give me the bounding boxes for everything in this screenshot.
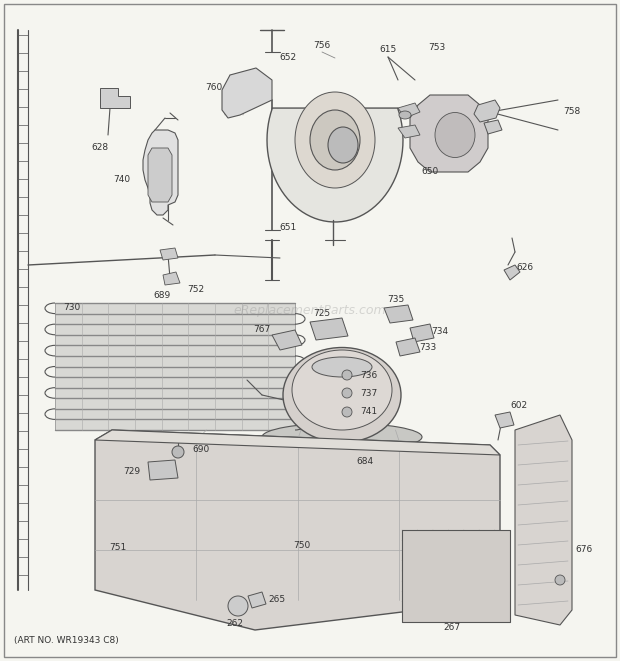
- Polygon shape: [410, 324, 434, 342]
- Text: 729: 729: [123, 467, 140, 477]
- Text: 689: 689: [153, 290, 170, 299]
- Circle shape: [342, 370, 352, 380]
- Polygon shape: [398, 103, 420, 118]
- Text: 740: 740: [113, 176, 131, 184]
- Ellipse shape: [295, 92, 375, 188]
- Bar: [55, 303, 295, 430]
- Circle shape: [172, 446, 184, 458]
- Text: 267: 267: [443, 623, 461, 633]
- Polygon shape: [384, 305, 413, 323]
- Polygon shape: [222, 68, 272, 118]
- Circle shape: [342, 388, 352, 398]
- Text: 262: 262: [226, 619, 244, 629]
- Polygon shape: [148, 460, 178, 480]
- Text: 676: 676: [575, 545, 592, 555]
- Text: 756: 756: [313, 42, 330, 50]
- Text: (ART NO. WR19343 C8): (ART NO. WR19343 C8): [14, 637, 119, 646]
- Text: 690: 690: [192, 446, 210, 455]
- Polygon shape: [148, 148, 172, 202]
- Ellipse shape: [435, 112, 475, 157]
- Text: 628: 628: [91, 143, 108, 153]
- Text: 733: 733: [419, 344, 436, 352]
- Polygon shape: [143, 130, 178, 215]
- Text: 752: 752: [187, 286, 205, 295]
- Ellipse shape: [283, 348, 401, 442]
- Bar: [402, 530, 510, 622]
- Text: 751: 751: [109, 543, 126, 553]
- Text: 615: 615: [379, 46, 397, 54]
- Polygon shape: [95, 430, 500, 455]
- Text: 602: 602: [510, 401, 527, 410]
- Text: 626: 626: [516, 264, 534, 272]
- Polygon shape: [484, 120, 502, 134]
- Circle shape: [555, 575, 565, 585]
- Ellipse shape: [292, 350, 392, 430]
- Text: 741: 741: [360, 407, 377, 416]
- Polygon shape: [474, 100, 500, 122]
- Ellipse shape: [328, 127, 358, 163]
- Polygon shape: [515, 415, 572, 625]
- Circle shape: [228, 596, 248, 616]
- Text: 265: 265: [268, 596, 285, 605]
- Text: 725: 725: [314, 309, 330, 319]
- Ellipse shape: [399, 111, 411, 119]
- Polygon shape: [160, 248, 178, 260]
- Polygon shape: [310, 318, 348, 340]
- Text: 730: 730: [63, 303, 81, 313]
- Text: 750: 750: [293, 541, 311, 551]
- Text: 758: 758: [564, 108, 580, 116]
- Ellipse shape: [262, 423, 422, 451]
- Polygon shape: [272, 330, 302, 350]
- Text: 734: 734: [432, 327, 448, 336]
- Polygon shape: [163, 272, 180, 285]
- Text: 760: 760: [205, 83, 222, 93]
- Polygon shape: [95, 430, 500, 630]
- Text: eReplacementParts.com: eReplacementParts.com: [234, 304, 386, 317]
- Text: 652: 652: [280, 54, 296, 63]
- Circle shape: [342, 407, 352, 417]
- Ellipse shape: [310, 110, 360, 170]
- Polygon shape: [248, 592, 266, 608]
- Ellipse shape: [312, 357, 372, 377]
- Text: 651: 651: [280, 223, 296, 233]
- Text: 737: 737: [360, 389, 377, 397]
- Text: 735: 735: [388, 295, 405, 305]
- Polygon shape: [410, 95, 488, 172]
- Text: 767: 767: [253, 325, 270, 334]
- Polygon shape: [398, 125, 420, 138]
- Polygon shape: [504, 265, 520, 280]
- Text: 684: 684: [356, 457, 374, 467]
- Polygon shape: [267, 108, 403, 222]
- Polygon shape: [100, 88, 130, 108]
- Text: 753: 753: [428, 42, 446, 52]
- Polygon shape: [495, 412, 514, 428]
- Text: 650: 650: [422, 167, 438, 176]
- Polygon shape: [396, 338, 420, 356]
- Text: 736: 736: [360, 371, 377, 379]
